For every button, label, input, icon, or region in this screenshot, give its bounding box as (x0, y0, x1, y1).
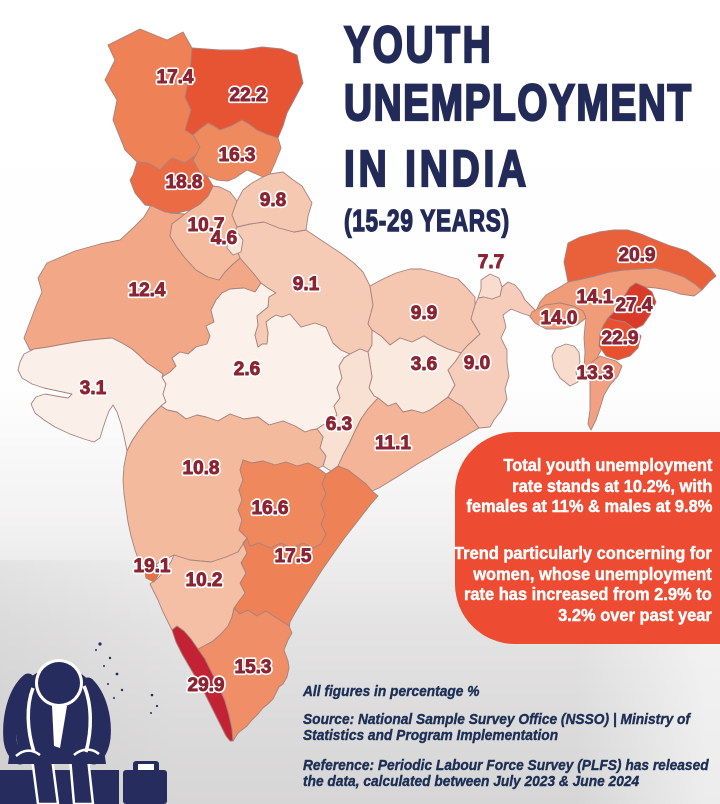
svg-text:22.9: 22.9 (602, 328, 639, 349)
svg-text:27.4: 27.4 (616, 295, 653, 316)
svg-text:16.3: 16.3 (219, 145, 256, 166)
svg-text:12.4: 12.4 (129, 280, 166, 301)
svg-text:17.5: 17.5 (275, 546, 312, 567)
svg-text:14.1: 14.1 (577, 287, 614, 308)
svg-text:13.3: 13.3 (577, 363, 614, 384)
svg-text:3.1: 3.1 (80, 378, 107, 399)
svg-text:29.9: 29.9 (188, 675, 225, 696)
svg-text:14.0: 14.0 (541, 308, 578, 329)
svg-text:22.2: 22.2 (230, 85, 267, 106)
svg-text:14.0: 14.0 (541, 308, 578, 329)
svg-text:4.6: 4.6 (211, 228, 237, 249)
svg-text:19.1: 19.1 (134, 556, 171, 577)
svg-text:10.8: 10.8 (183, 458, 220, 479)
svg-text:15.3: 15.3 (235, 657, 272, 678)
svg-text:10.7: 10.7 (188, 215, 225, 236)
svg-text:16.6: 16.6 (252, 498, 289, 519)
svg-text:3.6: 3.6 (411, 354, 437, 375)
svg-text:17.5: 17.5 (275, 546, 312, 567)
svg-text:17.4: 17.4 (157, 67, 194, 88)
svg-text:4.6: 4.6 (211, 228, 237, 249)
svg-text:9.1: 9.1 (293, 274, 320, 295)
svg-text:10.2: 10.2 (186, 570, 223, 591)
svg-text:18.8: 18.8 (166, 172, 203, 193)
svg-text:7.7: 7.7 (478, 252, 504, 273)
svg-text:7.7: 7.7 (478, 252, 504, 273)
svg-text:2.6: 2.6 (234, 359, 260, 380)
svg-text:18.8: 18.8 (166, 172, 203, 193)
svg-text:19.1: 19.1 (134, 556, 171, 577)
svg-text:16.3: 16.3 (219, 145, 256, 166)
svg-text:6.3: 6.3 (326, 414, 352, 435)
svg-text:14.1: 14.1 (577, 287, 614, 308)
svg-text:20.9: 20.9 (619, 245, 656, 266)
svg-text:16.6: 16.6 (252, 498, 289, 519)
svg-text:9.9: 9.9 (411, 303, 437, 324)
svg-text:27.4: 27.4 (616, 295, 653, 316)
svg-text:11.1: 11.1 (375, 433, 411, 454)
svg-text:10.8: 10.8 (183, 458, 220, 479)
svg-text:12.4: 12.4 (129, 280, 166, 301)
svg-text:22.9: 22.9 (602, 328, 639, 349)
svg-text:13.3: 13.3 (577, 363, 614, 384)
svg-text:10.2: 10.2 (186, 570, 223, 591)
svg-text:9.0: 9.0 (464, 353, 490, 374)
svg-text:3.1: 3.1 (80, 378, 107, 399)
svg-text:20.9: 20.9 (619, 245, 656, 266)
svg-text:10.7: 10.7 (188, 215, 225, 236)
svg-text:2.6: 2.6 (234, 359, 260, 380)
svg-text:3.6: 3.6 (411, 354, 437, 375)
svg-text:6.3: 6.3 (326, 414, 352, 435)
svg-text:17.4: 17.4 (157, 67, 194, 88)
svg-text:22.2: 22.2 (230, 85, 267, 106)
svg-text:9.8: 9.8 (260, 190, 286, 211)
svg-text:29.9: 29.9 (188, 675, 225, 696)
svg-text:15.3: 15.3 (235, 657, 272, 678)
svg-text:9.0: 9.0 (464, 353, 490, 374)
svg-text:11.1: 11.1 (375, 433, 411, 454)
svg-text:9.9: 9.9 (411, 303, 437, 324)
svg-text:9.8: 9.8 (260, 190, 286, 211)
svg-text:9.1: 9.1 (293, 274, 320, 295)
